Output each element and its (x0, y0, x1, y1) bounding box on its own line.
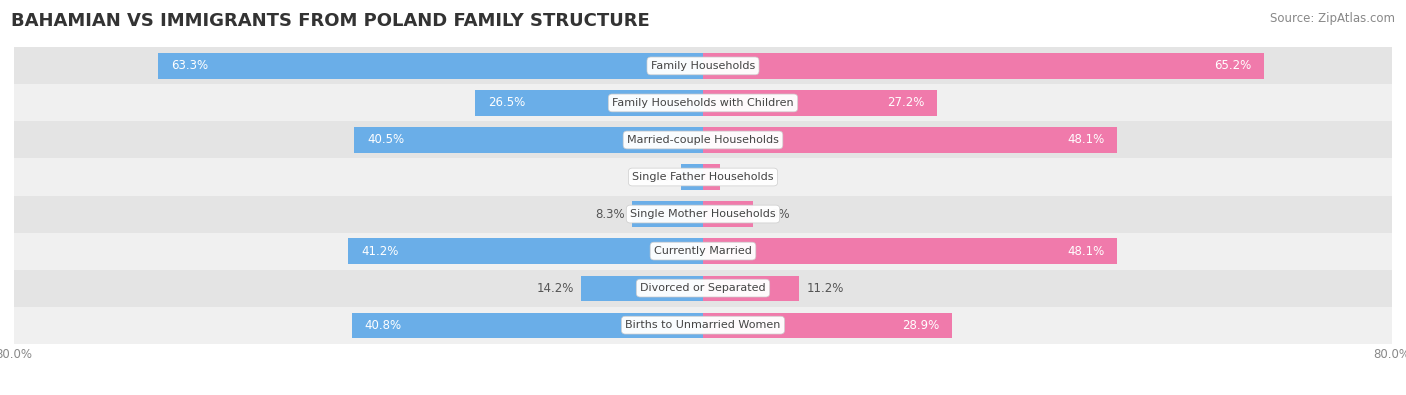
Text: 27.2%: 27.2% (887, 96, 924, 109)
Text: 40.8%: 40.8% (364, 319, 402, 332)
Text: 8.3%: 8.3% (595, 207, 624, 220)
Text: 65.2%: 65.2% (1215, 59, 1251, 72)
Bar (14, 158, 1392, 196)
Bar (14, 233, 1392, 269)
Text: Single Father Households: Single Father Households (633, 172, 773, 182)
Bar (682, 164, 703, 190)
Bar (14, 121, 1392, 158)
Text: Divorced or Separated: Divorced or Separated (640, 283, 766, 293)
Bar (354, 127, 703, 152)
Text: Source: ZipAtlas.com: Source: ZipAtlas.com (1270, 12, 1395, 25)
Bar (581, 276, 703, 301)
Bar (703, 53, 1264, 79)
Text: 28.9%: 28.9% (901, 319, 939, 332)
Bar (703, 90, 938, 116)
Text: 2.0%: 2.0% (727, 171, 756, 184)
Bar (14, 47, 1392, 85)
Bar (631, 201, 703, 227)
Bar (475, 90, 703, 116)
Text: BAHAMIAN VS IMMIGRANTS FROM POLAND FAMILY STRUCTURE: BAHAMIAN VS IMMIGRANTS FROM POLAND FAMIL… (11, 12, 650, 30)
Text: 48.1%: 48.1% (1067, 134, 1104, 147)
Text: 40.5%: 40.5% (367, 134, 405, 147)
Text: Married-couple Households: Married-couple Households (627, 135, 779, 145)
Bar (349, 239, 703, 264)
Bar (703, 164, 720, 190)
Bar (14, 196, 1392, 233)
Text: 63.3%: 63.3% (170, 59, 208, 72)
Bar (157, 53, 703, 79)
Bar (703, 312, 952, 338)
Text: 5.8%: 5.8% (759, 207, 789, 220)
Text: Currently Married: Currently Married (654, 246, 752, 256)
Text: 2.5%: 2.5% (645, 171, 675, 184)
Bar (703, 127, 1118, 152)
Bar (703, 239, 1118, 264)
Text: 48.1%: 48.1% (1067, 245, 1104, 258)
Bar (703, 276, 800, 301)
Text: 26.5%: 26.5% (488, 96, 524, 109)
Text: 11.2%: 11.2% (807, 282, 844, 295)
Bar (703, 201, 754, 227)
Bar (352, 312, 703, 338)
Text: Single Mother Households: Single Mother Households (630, 209, 776, 219)
Bar (14, 85, 1392, 121)
Text: Births to Unmarried Women: Births to Unmarried Women (626, 320, 780, 330)
Text: 14.2%: 14.2% (537, 282, 574, 295)
Bar (14, 307, 1392, 344)
Text: Family Households with Children: Family Households with Children (612, 98, 794, 108)
Text: Family Households: Family Households (651, 61, 755, 71)
Bar (14, 269, 1392, 307)
Text: 41.2%: 41.2% (361, 245, 398, 258)
